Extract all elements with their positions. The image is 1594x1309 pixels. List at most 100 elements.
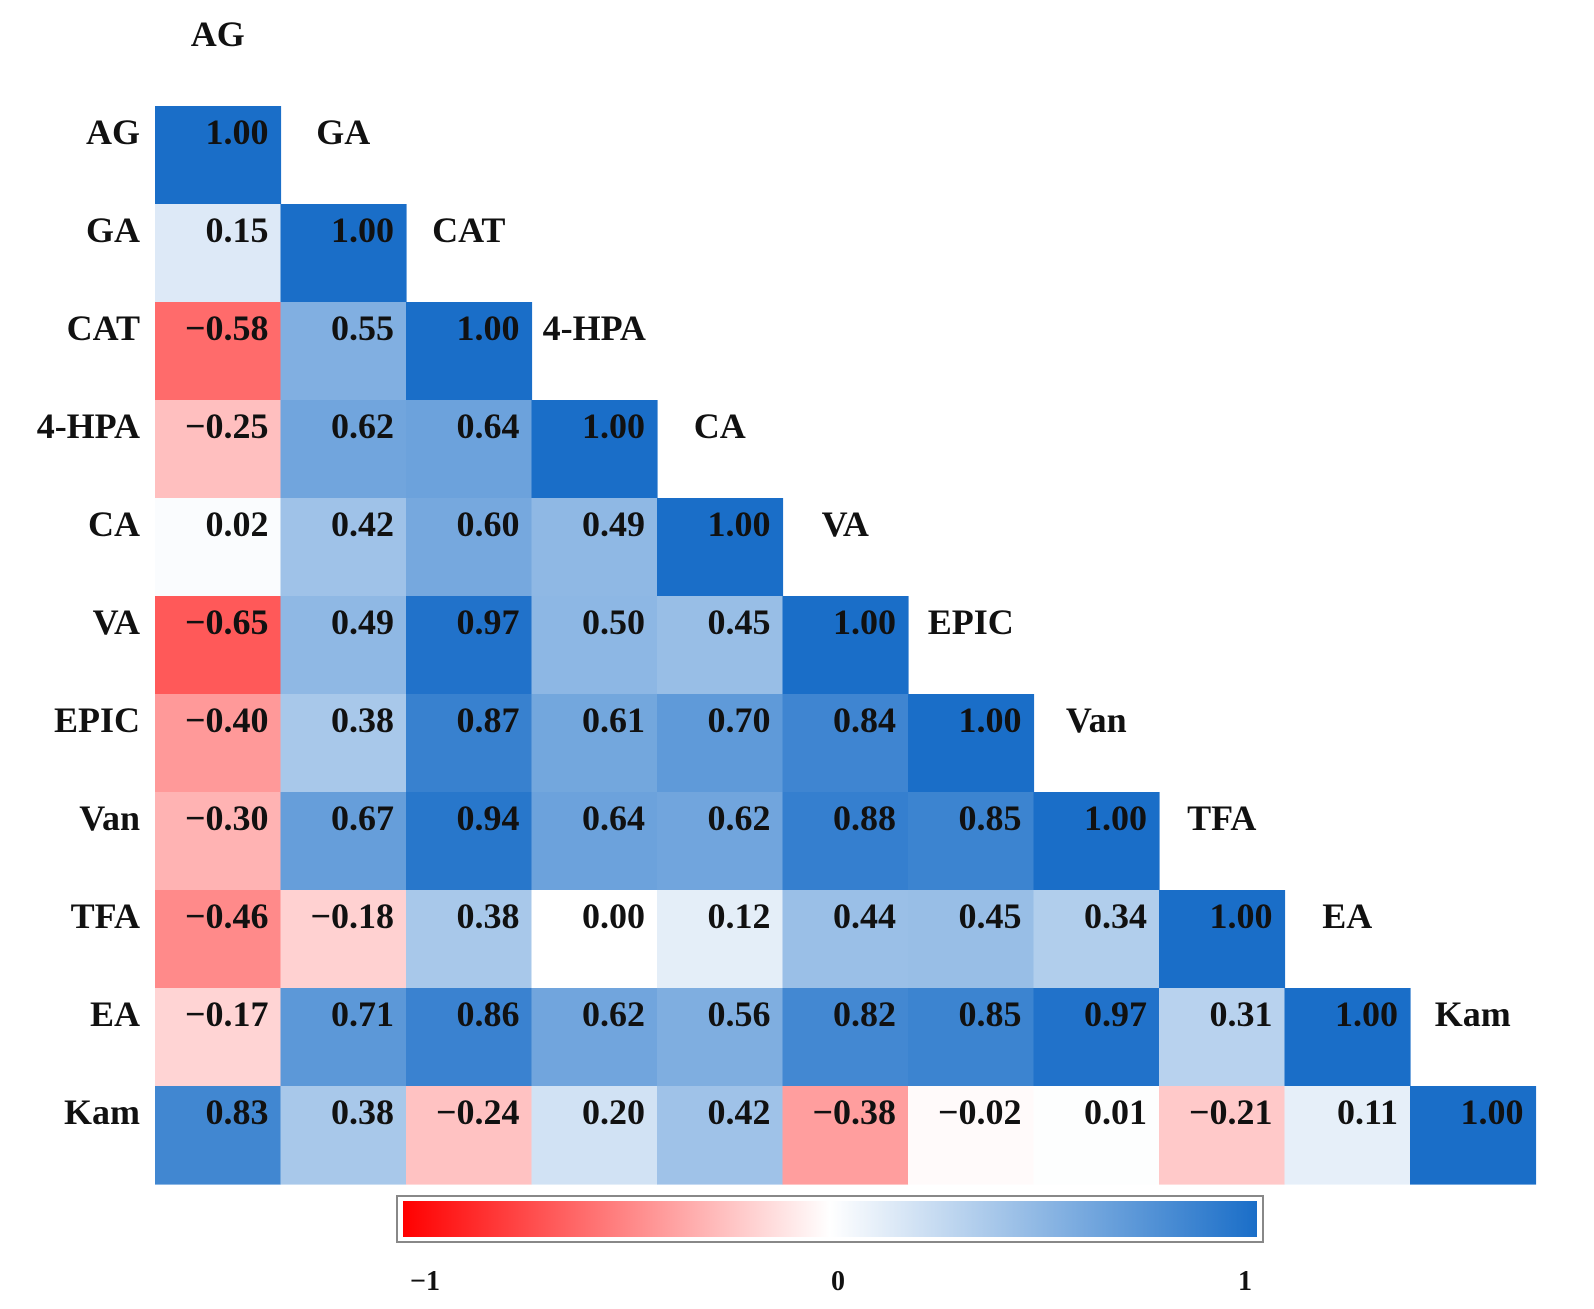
heatmap-cell xyxy=(406,400,533,499)
cell-value-label: 0.67 xyxy=(331,798,394,838)
cell-value-label: 0.64 xyxy=(582,798,645,838)
cell-value-label: 0.62 xyxy=(708,798,771,838)
cell-value-label: 0.64 xyxy=(457,406,520,446)
cell-value-label: −0.46 xyxy=(185,896,269,936)
heatmap-cell xyxy=(155,1086,282,1185)
cell-value-label: 0.61 xyxy=(582,700,645,740)
cell-value-label: −0.30 xyxy=(185,798,269,838)
cell-value-label: 0.85 xyxy=(959,994,1022,1034)
heatmap-cell xyxy=(280,890,407,989)
heatmap-cell xyxy=(280,1086,407,1185)
heatmap-cell xyxy=(1159,988,1286,1087)
column-label: CAT xyxy=(432,210,505,250)
heatmap-cell xyxy=(1033,792,1160,891)
colorbar: −1 0 1 xyxy=(396,1195,1264,1297)
heatmap-cell xyxy=(782,1086,909,1185)
cell-value-label: 1.00 xyxy=(582,406,645,446)
cell-value-label: 0.62 xyxy=(331,406,394,446)
cell-value-label: −0.21 xyxy=(1189,1092,1273,1132)
heatmap-cell xyxy=(531,792,658,891)
row-label: 4-HPA xyxy=(37,406,140,446)
heatmap-cell xyxy=(406,302,533,401)
cell-value-label: −0.58 xyxy=(185,308,269,348)
cell-value-label: 1.00 xyxy=(457,308,520,348)
heatmap-cell xyxy=(280,694,407,793)
cell-value-label: −0.02 xyxy=(938,1092,1022,1132)
cell-value-label: −0.65 xyxy=(185,602,269,642)
heatmap-cell xyxy=(657,1086,784,1185)
cell-value-label: −0.38 xyxy=(812,1092,896,1132)
row-label: EPIC xyxy=(54,700,140,740)
heatmap-cell xyxy=(531,498,658,597)
heatmap-cell xyxy=(280,498,407,597)
heatmap-cell xyxy=(280,596,407,695)
heatmap-cell xyxy=(155,106,282,205)
cell-value-label: 1.00 xyxy=(1084,798,1147,838)
column-label: GA xyxy=(316,112,370,152)
column-label: Kam xyxy=(1435,994,1511,1034)
heatmap-cell xyxy=(280,792,407,891)
heatmap-cell xyxy=(406,890,533,989)
cell-value-label: 1.00 xyxy=(331,210,394,250)
cell-value-label: 0.87 xyxy=(457,700,520,740)
cell-value-label: −0.17 xyxy=(185,994,269,1034)
row-label: CAT xyxy=(67,308,140,348)
heatmap-cell xyxy=(1033,1086,1160,1185)
cell-value-label: 0.49 xyxy=(582,504,645,544)
heatmap-cell xyxy=(657,792,784,891)
cell-value-label: 0.71 xyxy=(331,994,394,1034)
heatmap-cell xyxy=(782,792,909,891)
cell-value-label: 0.55 xyxy=(331,308,394,348)
heatmap-cell xyxy=(657,596,784,695)
heatmap-cell xyxy=(908,792,1035,891)
heatmap-cell xyxy=(155,596,282,695)
heatmap-cell xyxy=(280,400,407,499)
heatmap-cell xyxy=(1159,890,1286,989)
cell-value-label: 0.11 xyxy=(1337,1092,1398,1132)
heatmap-cell xyxy=(155,694,282,793)
row-labels: AG GA CAT 4-HPA CA VA EPIC Van TFA EA Kam xyxy=(37,112,140,1132)
heatmap-cell xyxy=(406,988,533,1087)
cell-value-label: 0.88 xyxy=(833,798,896,838)
cell-value-label: 0.38 xyxy=(457,896,520,936)
heatmap-cell xyxy=(1410,1086,1537,1185)
column-label: TFA xyxy=(1187,798,1256,838)
cell-value-label: 0.34 xyxy=(1084,896,1147,936)
cell-value-label: 0.94 xyxy=(457,798,520,838)
cell-value-label: 0.82 xyxy=(833,994,896,1034)
cell-value-label: 0.31 xyxy=(1210,994,1273,1034)
cell-value-label: 1.00 xyxy=(1461,1092,1524,1132)
cell-value-label: 0.62 xyxy=(582,994,645,1034)
heatmap-cell xyxy=(1159,1086,1286,1185)
cell-value-label: 0.56 xyxy=(708,994,771,1034)
heatmap-cell xyxy=(657,890,784,989)
heatmap-cell xyxy=(782,596,909,695)
heatmap-cell xyxy=(908,694,1035,793)
cell-value-label: 1.00 xyxy=(1335,994,1398,1034)
cell-value-label: 1.00 xyxy=(708,504,771,544)
cell-value-label: 1.00 xyxy=(833,602,896,642)
row-label: GA xyxy=(86,210,140,250)
heatmap-cell xyxy=(406,694,533,793)
heatmap-cell xyxy=(406,792,533,891)
heatmap-cell xyxy=(280,302,407,401)
colorbar-tick-min: −1 xyxy=(410,1266,440,1297)
heatmap-cell xyxy=(782,988,909,1087)
heatmap-cell xyxy=(531,1086,658,1185)
cell-value-label: 0.42 xyxy=(331,504,394,544)
cell-value-label: 0.97 xyxy=(1084,994,1147,1034)
cell-value-label: 0.50 xyxy=(582,602,645,642)
colorbar-tick-max: 1 xyxy=(1238,1266,1252,1297)
cell-value-label: 0.83 xyxy=(206,1092,269,1132)
cell-values: 1.00 0.15 1.00 −0.58 0.55 1.00 −0.25 0.62 0.64 1.… xyxy=(185,112,1524,1132)
cell-value-label: 0.49 xyxy=(331,602,394,642)
heatmap-cell xyxy=(406,596,533,695)
heatmap-cell xyxy=(531,596,658,695)
heatmap-cell xyxy=(531,890,658,989)
cell-value-label: 0.42 xyxy=(708,1092,771,1132)
column-label: 4-HPA xyxy=(543,308,646,348)
row-label: TFA xyxy=(71,896,140,936)
heatmap-cell xyxy=(155,302,282,401)
cell-value-label: 0.02 xyxy=(206,504,269,544)
